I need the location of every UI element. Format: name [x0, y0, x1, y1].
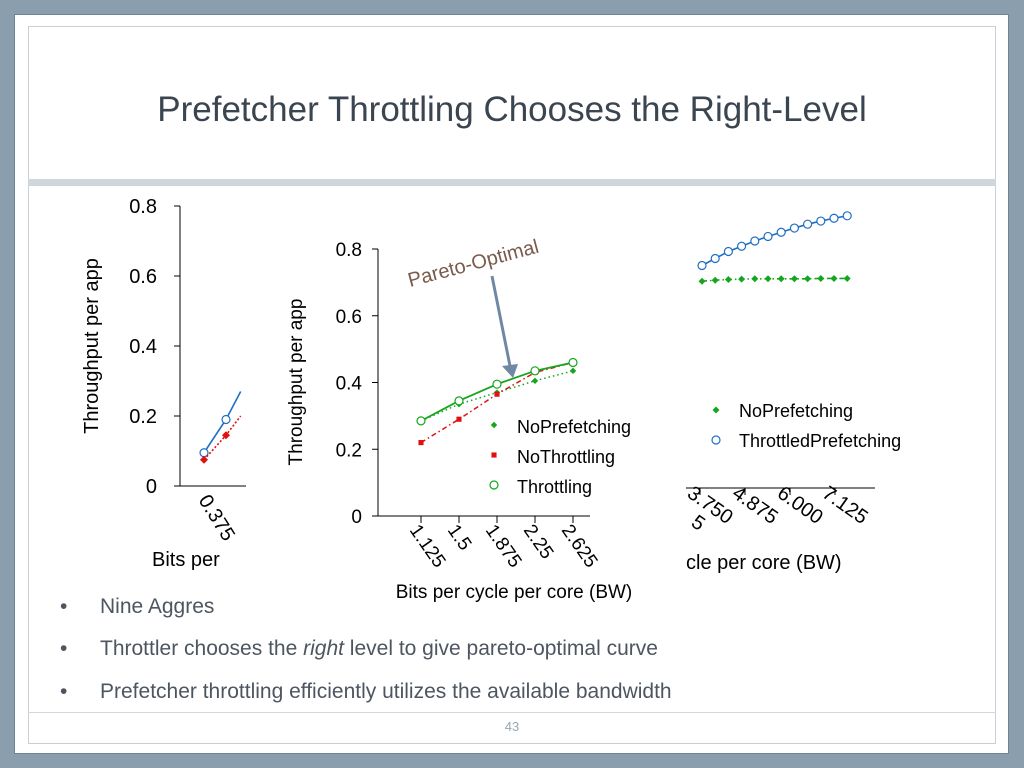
series-line	[701, 277, 848, 283]
x-axis-label: Bits per	[152, 549, 220, 571]
data-point	[697, 260, 707, 271]
bullet-dot: •	[60, 595, 68, 618]
footer-divider	[28, 712, 996, 713]
data-point	[829, 213, 839, 223]
data-point	[830, 274, 838, 282]
data-point	[723, 246, 734, 257]
bullet-text-pre: Throttler chooses the	[100, 637, 304, 660]
legend-label: ThrottledPrefetching	[739, 431, 901, 451]
data-point	[804, 275, 812, 283]
bullet-item: • Prefetcher throttling efficiently utili…	[60, 680, 672, 704]
x-axis-label: Bits per cycle per core (BW)	[396, 582, 633, 603]
data-point	[698, 277, 706, 285]
data-point	[764, 275, 772, 283]
data-point	[568, 357, 578, 368]
legend-label: NoPrefetching	[517, 417, 631, 437]
data-point	[736, 241, 747, 251]
x-tick-label: 4.875	[728, 482, 782, 529]
legend-label: NoThrottling	[517, 447, 615, 467]
data-point	[530, 366, 540, 376]
data-point	[492, 379, 502, 389]
data-point	[494, 391, 500, 397]
left-background-chart: 0 0.2 0.4 0.6 0.8 Throughput per app 0.375 Bits…	[81, 196, 248, 571]
y-tick-label: 0.2	[129, 406, 157, 428]
data-point	[454, 396, 464, 406]
y-tick-label: 0.8	[336, 240, 362, 261]
data-point	[750, 236, 760, 246]
bullet-text: Prefetcher throttling efficiently utiliz…	[100, 680, 672, 703]
bullet-text-post: level to give pareto-optimal curve	[343, 637, 658, 660]
x-axis-label: ycle per core (BW)	[676, 552, 842, 574]
data-point	[842, 211, 852, 221]
bullet-text: Nine Aggres	[100, 595, 215, 618]
y-tick-label: 0	[351, 507, 362, 528]
data-point	[738, 275, 746, 283]
legend-marker	[490, 421, 498, 429]
y-axis-label: Throughput per app	[286, 299, 307, 466]
data-point	[710, 253, 720, 264]
series-line	[203, 415, 242, 461]
bullet-item: • Throttler chooses the right level to gi…	[60, 637, 658, 661]
legend-label: NoPrefetching	[739, 401, 853, 421]
data-point	[843, 274, 851, 282]
data-point	[790, 275, 798, 283]
data-point	[418, 440, 424, 446]
data-point	[802, 219, 813, 229]
y-tick-label: 0.6	[129, 266, 157, 288]
legend-marker	[712, 406, 720, 414]
annotation-arrow-shaft	[490, 275, 512, 367]
data-point	[456, 416, 462, 422]
x-tick-label: 5	[687, 511, 709, 535]
y-tick-label: 0.4	[129, 336, 157, 358]
data-point	[789, 223, 800, 233]
data-point	[416, 416, 426, 426]
data-point	[763, 231, 773, 242]
data-point	[569, 367, 577, 375]
data-point	[222, 431, 230, 440]
bullet-dot: •	[60, 637, 68, 660]
data-point	[817, 274, 825, 282]
data-point	[724, 276, 732, 283]
bullet-dot: •	[60, 680, 68, 703]
y-tick-label: 0.4	[336, 374, 363, 395]
page-number: 43	[504, 719, 520, 734]
title-divider	[28, 179, 996, 186]
series-line	[701, 215, 848, 267]
data-point	[751, 275, 759, 283]
y-tick-label: 0.8	[129, 196, 157, 218]
data-point	[816, 216, 826, 226]
middle-chart-backdrop	[246, 230, 686, 610]
y-tick-label: 0.6	[336, 307, 362, 328]
x-tick-label: 7.125	[818, 482, 872, 529]
legend-marker	[489, 480, 499, 490]
data-point	[777, 275, 785, 283]
legend-label: Throttling	[517, 477, 592, 497]
data-point	[776, 227, 786, 237]
legend-marker	[491, 452, 497, 458]
data-point	[711, 276, 719, 284]
data-point	[221, 414, 231, 425]
y-tick-label: 0.2	[336, 440, 362, 461]
annotation-arrow-head	[502, 364, 518, 378]
bullet-text-italic: right	[303, 637, 344, 660]
x-tick-label: 6.000	[773, 482, 827, 529]
y-axis-label: Throughput per app	[81, 258, 103, 434]
x-tick-label: 0.375	[194, 491, 239, 545]
data-point	[200, 455, 208, 464]
legend-marker	[711, 435, 721, 445]
data-point	[531, 377, 539, 385]
bullet-item: • Nine Aggres	[60, 595, 214, 619]
slide-title: Prefetcher Throttling Chooses the Right-…	[157, 90, 867, 129]
y-tick-label: 0	[146, 476, 157, 498]
